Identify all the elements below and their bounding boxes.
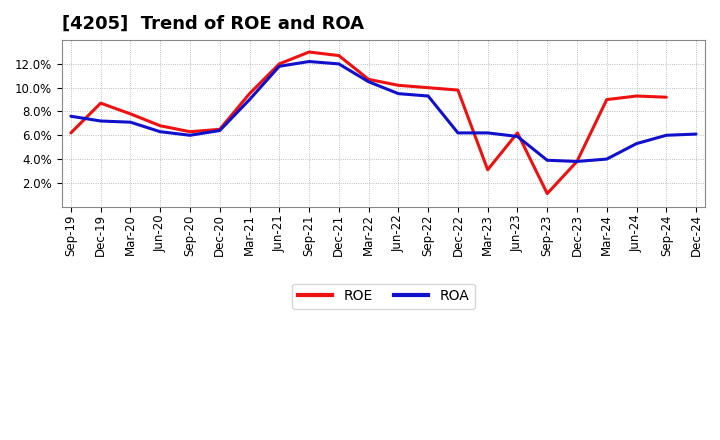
ROE: [572, 159, 581, 164]
Line: ROE: ROE: [71, 52, 666, 194]
ROE: [96, 100, 105, 106]
ROE: [513, 130, 522, 136]
ROA: [692, 132, 701, 137]
Legend: ROE, ROA: ROE, ROA: [292, 283, 474, 308]
ROA: [662, 132, 670, 138]
ROE: [215, 127, 224, 132]
ROE: [156, 123, 165, 128]
ROE: [126, 111, 135, 117]
ROA: [632, 141, 641, 146]
ROE: [662, 95, 670, 100]
ROE: [275, 61, 284, 66]
ROE: [454, 88, 462, 93]
ROE: [424, 85, 433, 90]
ROE: [335, 53, 343, 58]
Line: ROA: ROA: [71, 62, 696, 161]
ROA: [156, 129, 165, 134]
ROE: [543, 191, 552, 196]
ROA: [96, 118, 105, 124]
ROA: [364, 79, 373, 84]
ROA: [335, 61, 343, 66]
ROA: [186, 132, 194, 138]
ROE: [186, 129, 194, 134]
ROA: [454, 130, 462, 136]
ROE: [632, 93, 641, 99]
ROA: [305, 59, 313, 64]
ROE: [364, 77, 373, 82]
ROA: [513, 134, 522, 139]
ROE: [394, 83, 402, 88]
ROA: [424, 93, 433, 99]
ROA: [572, 159, 581, 164]
ROA: [394, 91, 402, 96]
ROA: [543, 158, 552, 163]
ROA: [66, 114, 75, 119]
ROE: [246, 91, 254, 96]
ROE: [305, 49, 313, 55]
ROA: [126, 120, 135, 125]
ROE: [603, 97, 611, 102]
ROA: [603, 157, 611, 162]
ROA: [215, 128, 224, 133]
ROE: [483, 167, 492, 172]
ROE: [66, 130, 75, 136]
ROA: [275, 64, 284, 69]
Text: [4205]  Trend of ROE and ROA: [4205] Trend of ROE and ROA: [62, 15, 364, 33]
ROA: [483, 130, 492, 136]
ROA: [246, 97, 254, 102]
